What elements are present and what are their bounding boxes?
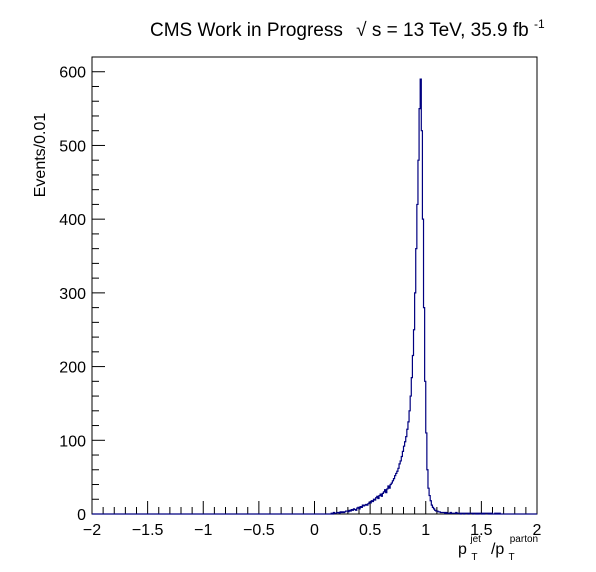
y-tick-label: 600	[59, 65, 86, 82]
x-tick-label: 1	[421, 522, 430, 539]
x-title-sub1: T	[471, 552, 477, 563]
title-energy: s = 13 TeV, 35.9 fb	[372, 20, 529, 41]
y-tick-label: 100	[59, 433, 86, 450]
x-title-sup1: jet	[469, 534, 481, 545]
y-tick-label: 400	[59, 212, 86, 229]
y-tick-label: 200	[59, 360, 86, 377]
x-tick-label: 0	[310, 522, 319, 539]
y-tick-label: 300	[59, 286, 86, 303]
x-title-p1: p	[458, 541, 467, 558]
x-tick-label: 1.5	[470, 522, 492, 539]
title-exponent: -1	[534, 17, 545, 31]
x-title-slash: /p	[491, 541, 504, 558]
x-tick-label: 0.5	[359, 522, 381, 539]
histogram-line	[92, 78, 537, 515]
plot-frame	[91, 56, 538, 515]
x-title-sup2: parton	[510, 534, 538, 545]
x-tick-label: 2	[533, 522, 542, 539]
y-tick-label: 0	[77, 507, 86, 524]
title-sqrt-symbol: √	[356, 20, 367, 41]
y-axis: 0 100 200 300 400 500 600	[59, 56, 105, 524]
x-title-sub2: T	[509, 552, 515, 563]
x-tick-label: −2	[83, 522, 101, 539]
title-main: CMS Work in Progress	[150, 20, 343, 41]
y-axis-title: Events/0.01	[32, 113, 49, 198]
x-tick-label: −1	[194, 522, 212, 539]
x-axis: −2 −1.5 −1 −0.5 0 0.5 1 1.5 2	[83, 501, 542, 539]
y-tick-label: 500	[59, 138, 86, 155]
x-axis-title: p jet T /p parton T	[458, 529, 543, 564]
x-tick-label: −1.5	[132, 522, 164, 539]
x-tick-label: −0.5	[243, 522, 275, 539]
chart-title: CMS Work in Progress √ s = 13 TeV, 35.9 …	[150, 17, 545, 41]
